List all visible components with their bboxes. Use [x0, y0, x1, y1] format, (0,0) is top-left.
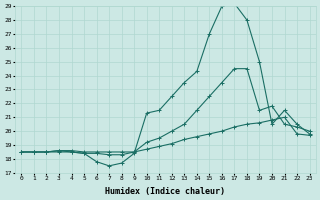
X-axis label: Humidex (Indice chaleur): Humidex (Indice chaleur)	[106, 187, 226, 196]
